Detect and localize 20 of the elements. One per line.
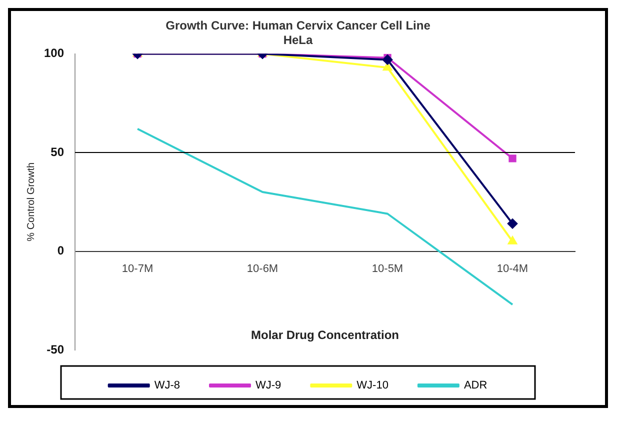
y-tick-label: 50 [50, 144, 64, 159]
y-tick-label: -50 [46, 342, 64, 356]
x-tick-label: 10-6M [246, 262, 278, 275]
point [382, 54, 393, 65]
y-axis-title: % Control Growth [26, 162, 37, 242]
y-tick-label: 100 [44, 46, 64, 60]
x-tick-label: 10-4M [496, 262, 528, 275]
chart-title: Growth Curve: Human Cervix Cancer Cell Line HeLa [166, 18, 431, 47]
point [508, 236, 517, 244]
point [508, 218, 518, 229]
legend-label: WJ-9 [255, 380, 282, 392]
y-tick-label: 0 [57, 244, 64, 258]
x-axis-title: Molar Drug Concentration [251, 328, 400, 342]
point [508, 154, 516, 162]
x-tick-label: 10-7M [122, 262, 154, 275]
legend-label: WJ-10 [356, 380, 388, 392]
x-tick-label: 10-5M [372, 262, 404, 275]
legend-label: WJ-8 [154, 380, 180, 392]
point [383, 62, 392, 71]
legend-label: ADR [464, 380, 488, 392]
